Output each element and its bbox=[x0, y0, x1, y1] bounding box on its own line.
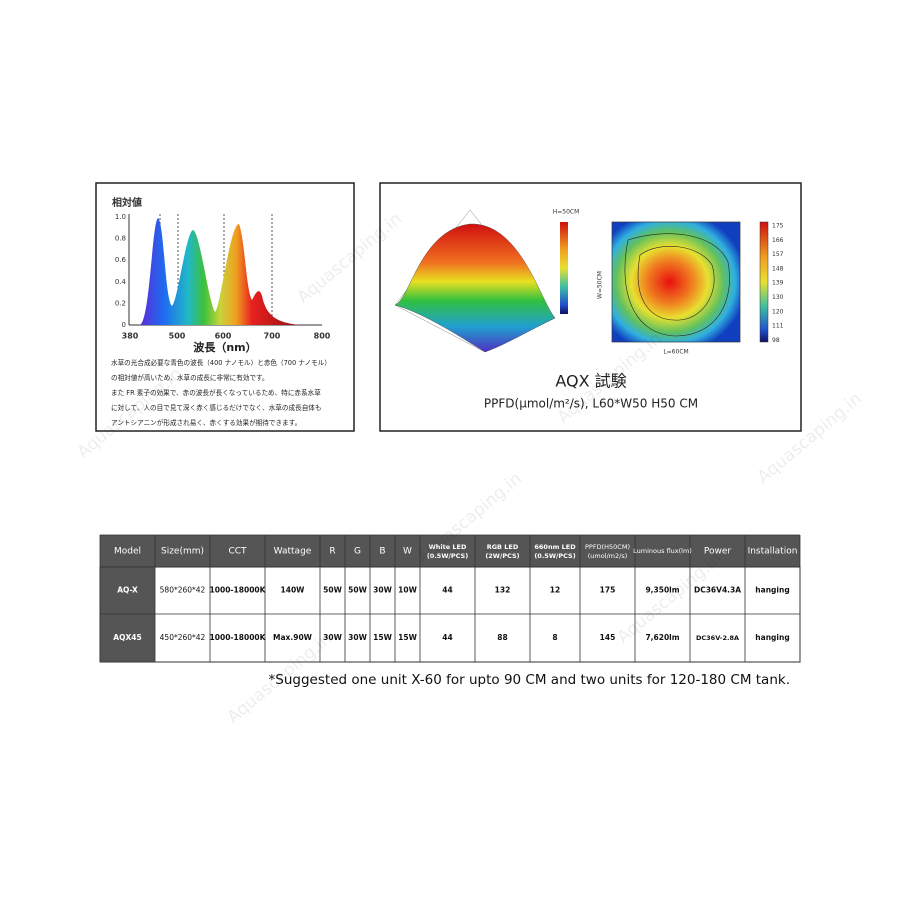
table-header-bg bbox=[100, 535, 800, 567]
colorbar-label: 148 bbox=[772, 265, 784, 272]
table-cell: Power bbox=[704, 547, 732, 557]
table-cell: 30W bbox=[323, 633, 342, 642]
footnote: *Suggested one unit X-60 for upto 90 CM … bbox=[269, 672, 790, 688]
table-cell: White LED (0.5W/PCS) bbox=[427, 543, 468, 560]
table-cell: 145 bbox=[600, 633, 616, 642]
description-line: の相対値が高いため、水草の成長に非常に有効です。 bbox=[111, 373, 269, 382]
description-line: また FR 素子の効果で、赤の波長が長くなっているため、特に赤系水草 bbox=[111, 388, 321, 397]
table-model-col bbox=[100, 567, 155, 662]
colorbar-label: 130 bbox=[772, 294, 784, 301]
table-cell: AQ-X bbox=[117, 586, 138, 595]
x-tick-label: 700 bbox=[264, 332, 281, 341]
table-cell: R bbox=[329, 547, 335, 557]
spectrum-plot bbox=[128, 214, 322, 326]
table-cell: 660nm LED (0.5W/PCS) bbox=[534, 543, 576, 560]
colorbar-label: 166 bbox=[772, 237, 784, 244]
y-tick-label: 0 bbox=[122, 321, 126, 329]
colorbar-label: 139 bbox=[772, 280, 784, 287]
spectrum-xlabel: 波長（nm） bbox=[193, 340, 256, 354]
table-cell: 88 bbox=[497, 633, 507, 642]
surface-title: H=50CM bbox=[553, 209, 580, 216]
ppfd-title: AQX 試験 bbox=[555, 372, 626, 391]
colorbar-label: 111 bbox=[772, 323, 784, 330]
table-cell: Model bbox=[114, 547, 141, 557]
table-cell: 1000-18000K bbox=[210, 586, 267, 595]
table-cell: 50W bbox=[323, 586, 342, 595]
colorbar-label: 175 bbox=[772, 223, 784, 230]
x-tick-label: 380 bbox=[122, 332, 139, 341]
x-tick-label: 600 bbox=[215, 332, 232, 341]
table-cell: 175 bbox=[600, 586, 616, 595]
description-line: 水草の光合成必要な青色の波長（400 ナノモル）と赤色（700 ナノモル） bbox=[111, 358, 331, 367]
table-cell: G bbox=[354, 547, 361, 557]
table-cell: 580*260*42 bbox=[160, 586, 206, 595]
table-body-bg bbox=[99, 566, 801, 663]
surface-plot bbox=[394, 209, 568, 353]
table-cell: Max.90W bbox=[273, 633, 313, 642]
spectrum-title: 相対値 bbox=[112, 196, 142, 209]
table-cell: 8 bbox=[552, 633, 557, 642]
table-cell: AQX45 bbox=[113, 633, 141, 642]
description-line: アントシアニンが形成され易く、赤くする効果が期待できます。 bbox=[111, 418, 301, 427]
table-cell: 1000-18000K bbox=[210, 633, 267, 642]
y-tick-label: 0.6 bbox=[115, 256, 127, 264]
table-cell: Luminous flux(lm) bbox=[633, 547, 692, 555]
description-line: に対して、人の目で見て深く赤く感じるだけでなく、水草の成長自体も bbox=[111, 403, 321, 412]
table-cell: Size(mm) bbox=[161, 547, 204, 557]
y-tick-label: 1.0 bbox=[115, 213, 126, 221]
table-cell: 10W bbox=[398, 586, 417, 595]
table-cell: 450*260*42 bbox=[160, 633, 206, 642]
table-cell: PPFD(H50CM) (umol/m2/s) bbox=[585, 543, 630, 560]
heatmap-ylabel: W=50CM bbox=[597, 271, 604, 299]
table-cell: hanging bbox=[755, 586, 789, 595]
table-cell: DC36V-2.8A bbox=[696, 634, 739, 642]
table-cell: 15W bbox=[398, 633, 417, 642]
table-cell: 50W bbox=[348, 586, 367, 595]
table-cell: 44 bbox=[442, 586, 452, 595]
table-cell: B bbox=[379, 547, 385, 557]
table-cell: 132 bbox=[495, 586, 511, 595]
table-cell: 9,350lm bbox=[645, 586, 679, 595]
table-cell: DC36V4.3A bbox=[694, 586, 741, 595]
colorbar-label: 157 bbox=[772, 251, 784, 258]
heatmap bbox=[611, 221, 769, 343]
x-tick-label: 500 bbox=[169, 332, 186, 341]
table-cell: 44 bbox=[442, 633, 452, 642]
table-cell: W bbox=[403, 547, 412, 557]
table-cell: hanging bbox=[755, 633, 789, 642]
table-cell: 30W bbox=[348, 633, 367, 642]
table-cell: RGB LED (2W/PCS) bbox=[485, 543, 519, 560]
colorbar-label: 98 bbox=[772, 337, 780, 344]
table-cell: 15W bbox=[373, 633, 392, 642]
ppfd-subtitle: PPFD(μmol/m²/s), L60*W50 H50 CM bbox=[484, 397, 698, 411]
table-cell: CCT bbox=[228, 547, 247, 557]
x-tick-label: 800 bbox=[314, 332, 331, 341]
table-cell: Installation bbox=[748, 547, 798, 557]
y-tick-label: 0.8 bbox=[115, 235, 126, 243]
table-cell: 12 bbox=[550, 586, 560, 595]
table-cell: 140W bbox=[281, 586, 306, 595]
y-tick-label: 0.2 bbox=[115, 299, 126, 307]
table-cell: 7,620lm bbox=[645, 633, 679, 642]
colorbar-label: 120 bbox=[772, 308, 784, 315]
heatmap-xlabel: L=60CM bbox=[663, 349, 688, 356]
table-cell: Wattage bbox=[274, 547, 312, 557]
y-tick-label: 0.4 bbox=[115, 278, 127, 286]
table-cell: 30W bbox=[373, 586, 392, 595]
